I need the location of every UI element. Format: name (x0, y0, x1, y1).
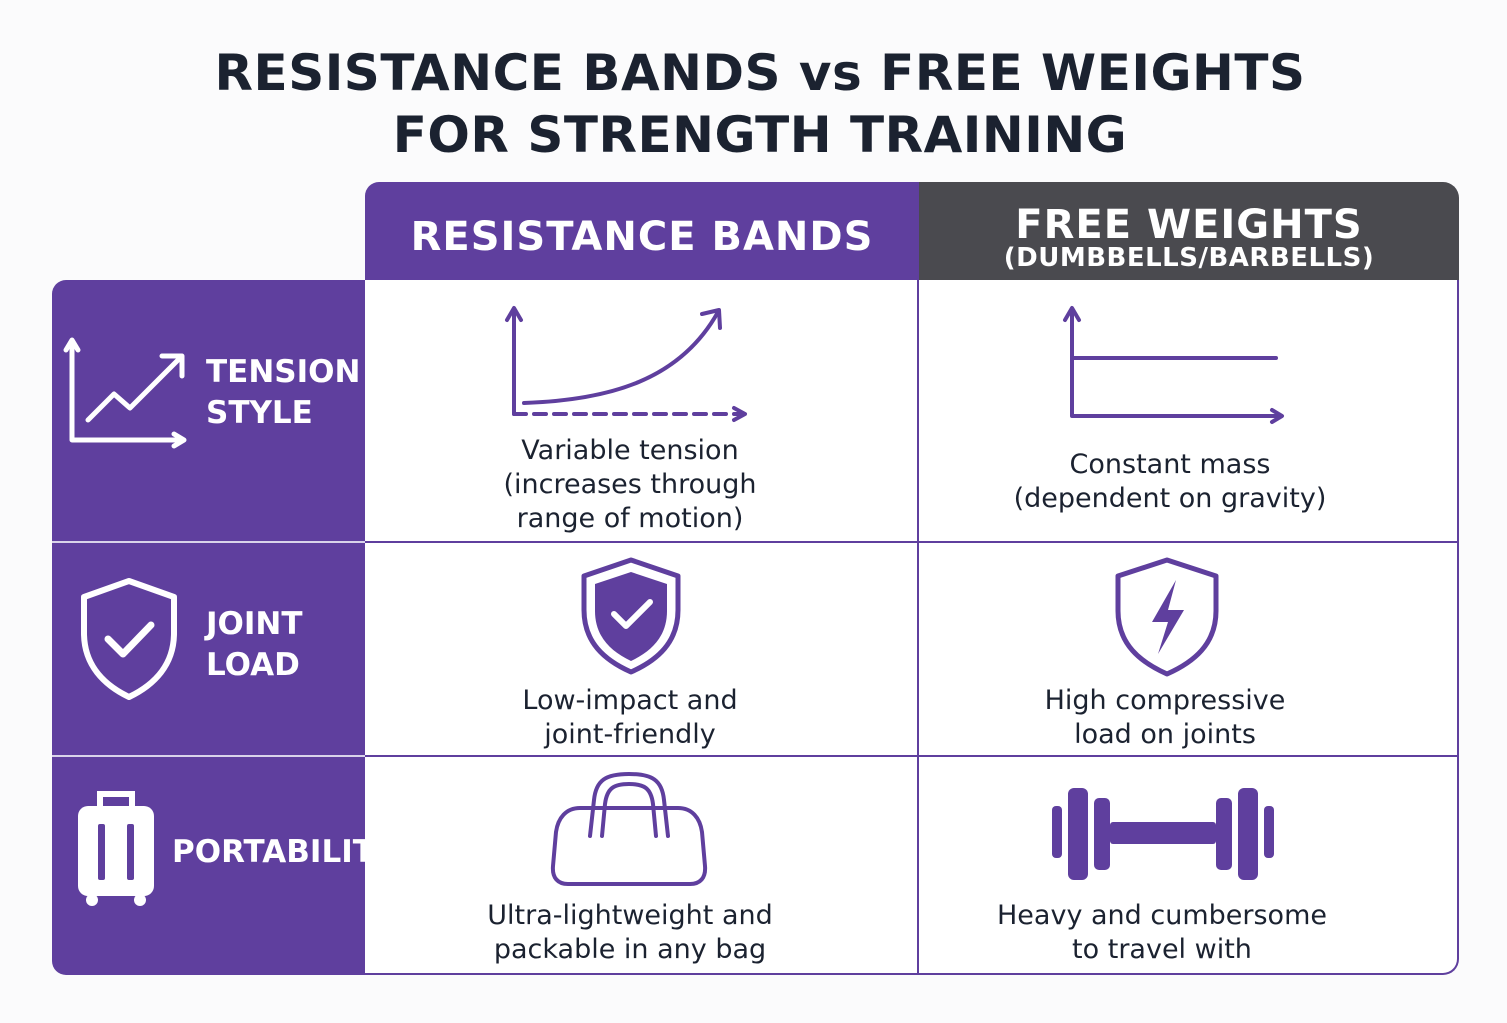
cell-text-line: Heavy and cumbersome (997, 900, 1327, 931)
cell-weights-joint: High compressive load on joints (915, 684, 1415, 752)
row-label-joint-load: JOINT LOAD (206, 604, 303, 686)
row-label-portability: PORTABILITY (172, 834, 397, 870)
cell-text-line: High compressive (1044, 685, 1286, 716)
row-label-line: STYLE (206, 395, 313, 431)
column-header-resistance-bands: RESISTANCE BANDS (365, 182, 919, 280)
column-header-label: FREE WEIGHTS (1015, 202, 1363, 248)
cell-text-line: Low-impact and (522, 685, 738, 716)
increasing-curve-icon (505, 306, 747, 422)
row-divider (365, 755, 1457, 757)
row-divider (52, 755, 365, 757)
row-label-line: JOINT (206, 606, 303, 642)
cell-text-line: to travel with (1072, 934, 1252, 965)
column-divider (917, 280, 919, 973)
title-line-2: FOR STRENGTH TRAINING (392, 106, 1128, 164)
title-line-1: RESISTANCE BANDS vs FREE WEIGHTS (214, 44, 1306, 102)
cell-text-line: Constant mass (1069, 449, 1271, 480)
flat-line-icon (1063, 306, 1284, 424)
row-label-line: TENSION (206, 354, 361, 390)
column-header-free-weights: FREE WEIGHTS (DUMBBELLS/BARBELLS) (919, 182, 1459, 280)
shield-lightning-icon (1115, 557, 1219, 677)
cell-text-line: Ultra-lightweight and (487, 900, 773, 931)
cell-bands-tension: Variable tension (increases through rang… (380, 434, 880, 536)
row-divider (52, 541, 365, 543)
duffel-bag-icon (550, 772, 708, 886)
cell-bands-portability: Ultra-lightweight and packable in any ba… (380, 899, 880, 967)
cell-text-line: load on joints (1074, 719, 1256, 750)
row-label-tension-style: TENSION STYLE (206, 352, 360, 434)
cell-text-line: (increases through (503, 469, 757, 500)
cell-bands-joint: Low-impact and joint-friendly (380, 684, 880, 752)
cell-weights-portability: Heavy and cumbersome to travel with (912, 899, 1412, 967)
shield-check-icon (581, 557, 681, 675)
cell-text-line: (dependent on gravity) (1013, 483, 1327, 514)
dumbbell-icon (1052, 788, 1274, 880)
cell-text-line: packable in any bag (493, 934, 767, 965)
row-divider (365, 541, 1457, 543)
comparison-grid (365, 280, 1459, 975)
cell-weights-tension: Constant mass (dependent on gravity) (920, 448, 1420, 516)
suitcase-icon (78, 791, 154, 906)
cell-text-line: joint-friendly (544, 719, 716, 750)
column-header-label: RESISTANCE BANDS (410, 214, 874, 260)
trend-chart-icon (63, 337, 187, 449)
cell-text-line: Variable tension (521, 435, 739, 466)
row-label-line: LOAD (206, 647, 300, 683)
shield-check-icon (81, 578, 177, 700)
column-header-sublabel: (DUMBBELLS/BARBELLS) (1003, 243, 1375, 273)
cell-text-line: range of motion) (516, 503, 744, 534)
